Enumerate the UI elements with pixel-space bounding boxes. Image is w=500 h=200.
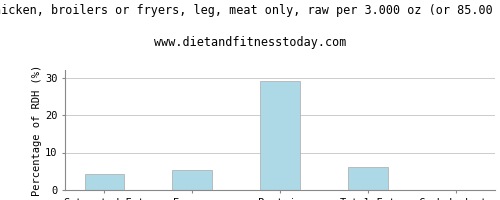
Bar [260, 80, 300, 190]
Y-axis label: Percentage of RDH (%): Percentage of RDH (%) [32, 64, 42, 196]
Bar [84, 174, 124, 190]
Bar [348, 167, 388, 190]
Text: hicken, broilers or fryers, leg, meat only, raw per 3.000 oz (or 85.00 g: hicken, broilers or fryers, leg, meat on… [0, 4, 500, 17]
Text: www.dietandfitnesstoday.com: www.dietandfitnesstoday.com [154, 36, 346, 49]
Bar [172, 170, 212, 190]
